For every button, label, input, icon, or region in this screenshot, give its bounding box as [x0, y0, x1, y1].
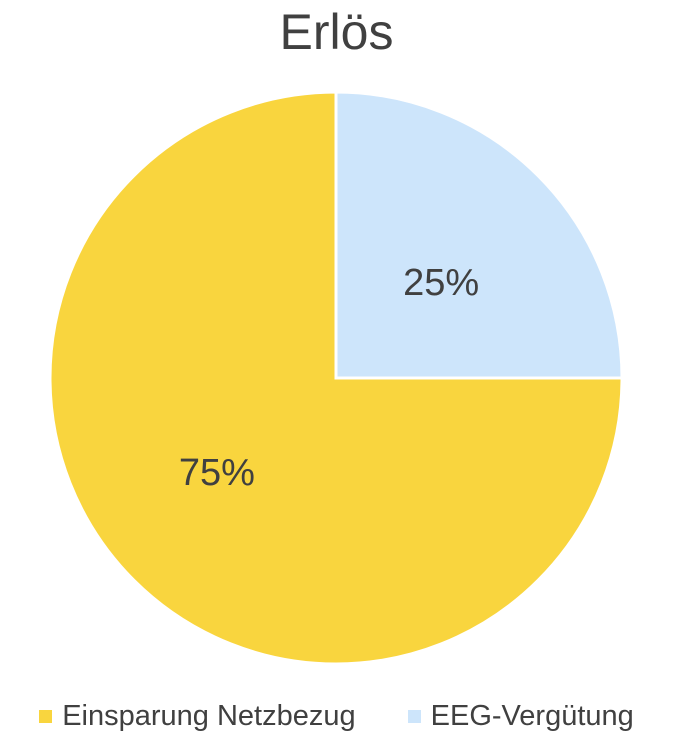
chart-legend: Einsparung Netzbezug EEG-Vergütung	[0, 700, 673, 733]
legend-label-eeg-verguetung: EEG-Vergütung	[430, 700, 634, 732]
legend-swatch-einsparung-netzbezug	[39, 710, 53, 723]
pie-slice-einsparung-netzbezug	[48, 90, 624, 666]
legend-label-einsparung-netzbezug: Einsparung Netzbezug	[62, 700, 356, 732]
legend-item-eeg-verguetung: EEG-Vergütung	[407, 700, 634, 733]
pie-chart: 25% 75%	[48, 90, 624, 666]
pie-slice-eeg-verg-tung	[334, 90, 624, 380]
pie-slices	[48, 90, 624, 666]
chart-title: Erlös	[279, 4, 394, 60]
data-label-eeg-verg-tung: 25%	[403, 262, 479, 304]
data-label-einsparung-netzbezug: 75%	[179, 452, 255, 494]
legend-swatch-eeg-verguetung	[407, 710, 421, 723]
pie-data-labels: 25% 75%	[179, 262, 479, 494]
legend-item-einsparung-netzbezug: Einsparung Netzbezug	[39, 700, 356, 733]
